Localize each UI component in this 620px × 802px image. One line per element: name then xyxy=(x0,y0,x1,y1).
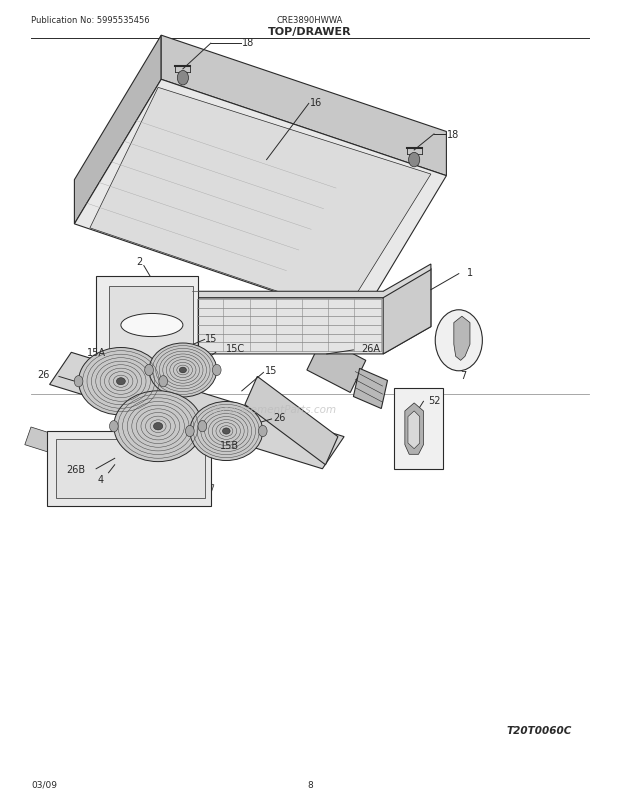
Text: TOP/DRAWER: TOP/DRAWER xyxy=(268,27,352,37)
Ellipse shape xyxy=(223,428,230,435)
Text: 18: 18 xyxy=(242,38,254,48)
Text: 15: 15 xyxy=(205,334,217,343)
Polygon shape xyxy=(192,292,197,354)
Circle shape xyxy=(74,376,83,387)
Text: eReplacementParts.com: eReplacementParts.com xyxy=(209,404,337,414)
Polygon shape xyxy=(383,269,431,354)
Text: 26: 26 xyxy=(37,370,50,379)
Ellipse shape xyxy=(154,423,162,431)
Polygon shape xyxy=(307,338,366,393)
Text: CRE3890HWWA: CRE3890HWWA xyxy=(277,16,343,26)
Circle shape xyxy=(144,365,153,376)
Polygon shape xyxy=(353,369,388,409)
Polygon shape xyxy=(74,80,446,321)
Ellipse shape xyxy=(117,379,125,385)
Polygon shape xyxy=(161,36,446,176)
Circle shape xyxy=(110,421,118,432)
Ellipse shape xyxy=(190,402,263,461)
Polygon shape xyxy=(96,277,198,377)
Circle shape xyxy=(177,71,188,86)
Polygon shape xyxy=(245,377,338,465)
Text: Publication No: 5995535456: Publication No: 5995535456 xyxy=(31,16,149,26)
Circle shape xyxy=(213,365,221,376)
Text: 18: 18 xyxy=(446,130,459,140)
Polygon shape xyxy=(25,427,214,503)
Circle shape xyxy=(159,376,167,387)
Polygon shape xyxy=(192,265,431,298)
Text: 15C: 15C xyxy=(226,344,245,354)
Text: 15: 15 xyxy=(265,366,278,375)
Text: T20T0060C: T20T0060C xyxy=(507,725,572,735)
Polygon shape xyxy=(405,403,423,455)
Bar xyxy=(394,389,443,469)
Text: 03/09: 03/09 xyxy=(31,780,57,789)
Polygon shape xyxy=(108,286,193,367)
Polygon shape xyxy=(192,270,431,354)
Ellipse shape xyxy=(114,391,202,462)
Text: 4: 4 xyxy=(98,475,104,484)
Polygon shape xyxy=(454,317,470,361)
Polygon shape xyxy=(46,431,211,507)
Circle shape xyxy=(435,310,482,371)
Text: 16: 16 xyxy=(310,98,322,107)
Ellipse shape xyxy=(121,314,183,337)
Text: 2: 2 xyxy=(136,257,143,266)
Circle shape xyxy=(409,153,420,168)
Circle shape xyxy=(198,421,206,432)
Text: 7: 7 xyxy=(461,371,467,380)
Ellipse shape xyxy=(179,367,187,374)
Text: 52: 52 xyxy=(428,396,440,406)
Text: 15A: 15A xyxy=(87,348,105,358)
Text: 26A: 26A xyxy=(361,344,380,354)
Text: 1: 1 xyxy=(467,268,473,277)
Polygon shape xyxy=(56,439,205,499)
Text: 26: 26 xyxy=(273,412,285,422)
Polygon shape xyxy=(90,88,431,314)
Ellipse shape xyxy=(149,343,217,398)
Text: 26B: 26B xyxy=(66,464,86,474)
Polygon shape xyxy=(74,36,161,225)
Polygon shape xyxy=(50,353,344,469)
Circle shape xyxy=(185,426,194,437)
Circle shape xyxy=(259,426,267,437)
Ellipse shape xyxy=(79,348,163,415)
Polygon shape xyxy=(408,411,420,449)
Text: 15B: 15B xyxy=(220,441,239,451)
Text: 8: 8 xyxy=(307,780,313,789)
